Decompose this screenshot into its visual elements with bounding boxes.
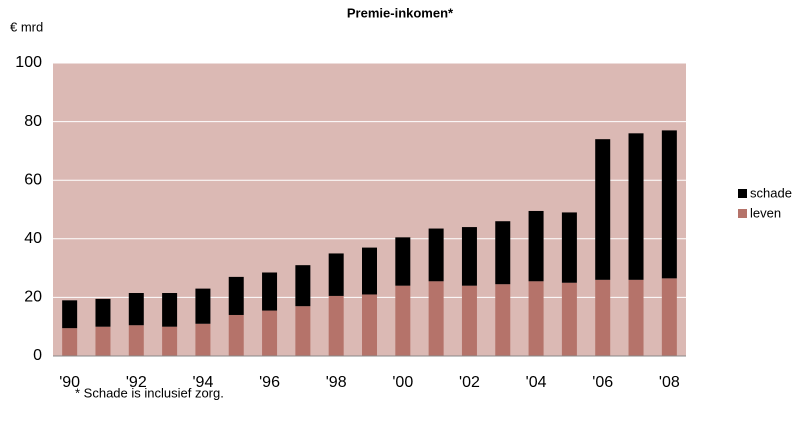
y-axis-label: € mrd <box>10 19 43 34</box>
y-tick-label: 20 <box>24 289 42 306</box>
bar-segment <box>328 295 344 356</box>
bar-segment <box>661 278 677 356</box>
bar-segment <box>395 237 411 286</box>
bar-segment <box>62 328 78 356</box>
legend-label: leven <box>750 205 781 220</box>
bar-segment <box>95 326 111 356</box>
bar-segment <box>495 284 511 356</box>
bar-segment <box>628 133 644 280</box>
x-tick-label: '08 <box>659 374 680 391</box>
bar-segment <box>495 221 511 285</box>
bar-segment <box>128 293 144 326</box>
bar-segment <box>595 139 611 280</box>
y-tick-label: 60 <box>24 171 42 188</box>
x-tick-label: '98 <box>326 374 347 391</box>
bar-segment <box>328 253 344 296</box>
bar-segment <box>595 279 611 356</box>
bar-segment <box>428 228 444 282</box>
bar-segment <box>95 298 111 327</box>
bar-segment <box>528 281 544 356</box>
chart-title: Premie-inkomen* <box>347 5 454 20</box>
bar-segment <box>195 323 211 356</box>
x-tick-label: '94 <box>192 374 213 391</box>
bar-segment <box>262 310 278 356</box>
bar-segment <box>162 326 178 356</box>
legend-swatch <box>738 189 747 198</box>
bar-segment <box>295 306 311 356</box>
y-tick-label: 80 <box>24 113 42 130</box>
y-tick-label: 40 <box>24 230 42 247</box>
footnote: * Schade is inclusief zorg. <box>75 385 224 400</box>
bar-segment <box>461 227 477 286</box>
x-tick-label: '04 <box>526 374 547 391</box>
x-tick-label: '90 <box>59 374 80 391</box>
legend-label: schade <box>750 185 792 200</box>
bar-segment <box>162 293 178 327</box>
bar-segment <box>628 279 644 356</box>
bar-segment <box>228 314 244 356</box>
bar-segment <box>528 210 544 282</box>
bar-segment <box>561 282 577 356</box>
bar-segment <box>362 247 377 295</box>
bar-segment <box>262 272 278 311</box>
x-tick-label: '92 <box>126 374 147 391</box>
bar-segment <box>228 276 244 315</box>
bar-segment <box>295 265 311 307</box>
y-tick-label: 100 <box>15 54 42 71</box>
bar-segment <box>362 294 377 356</box>
x-tick-label: '96 <box>259 374 280 391</box>
x-tick-label: '02 <box>459 374 480 391</box>
bar-segment <box>195 288 211 324</box>
bar-segment <box>62 300 78 329</box>
legend-swatch <box>738 209 747 218</box>
bar-segment <box>461 285 477 356</box>
x-tick-label: '06 <box>592 374 613 391</box>
y-tick-label: 0 <box>33 347 42 364</box>
bar-segment <box>428 281 444 356</box>
bar-segment <box>561 212 577 283</box>
x-tick-label: '00 <box>392 374 413 391</box>
bar-segment <box>128 325 144 356</box>
bar-segment <box>395 285 411 356</box>
bar-segment <box>661 130 677 279</box>
